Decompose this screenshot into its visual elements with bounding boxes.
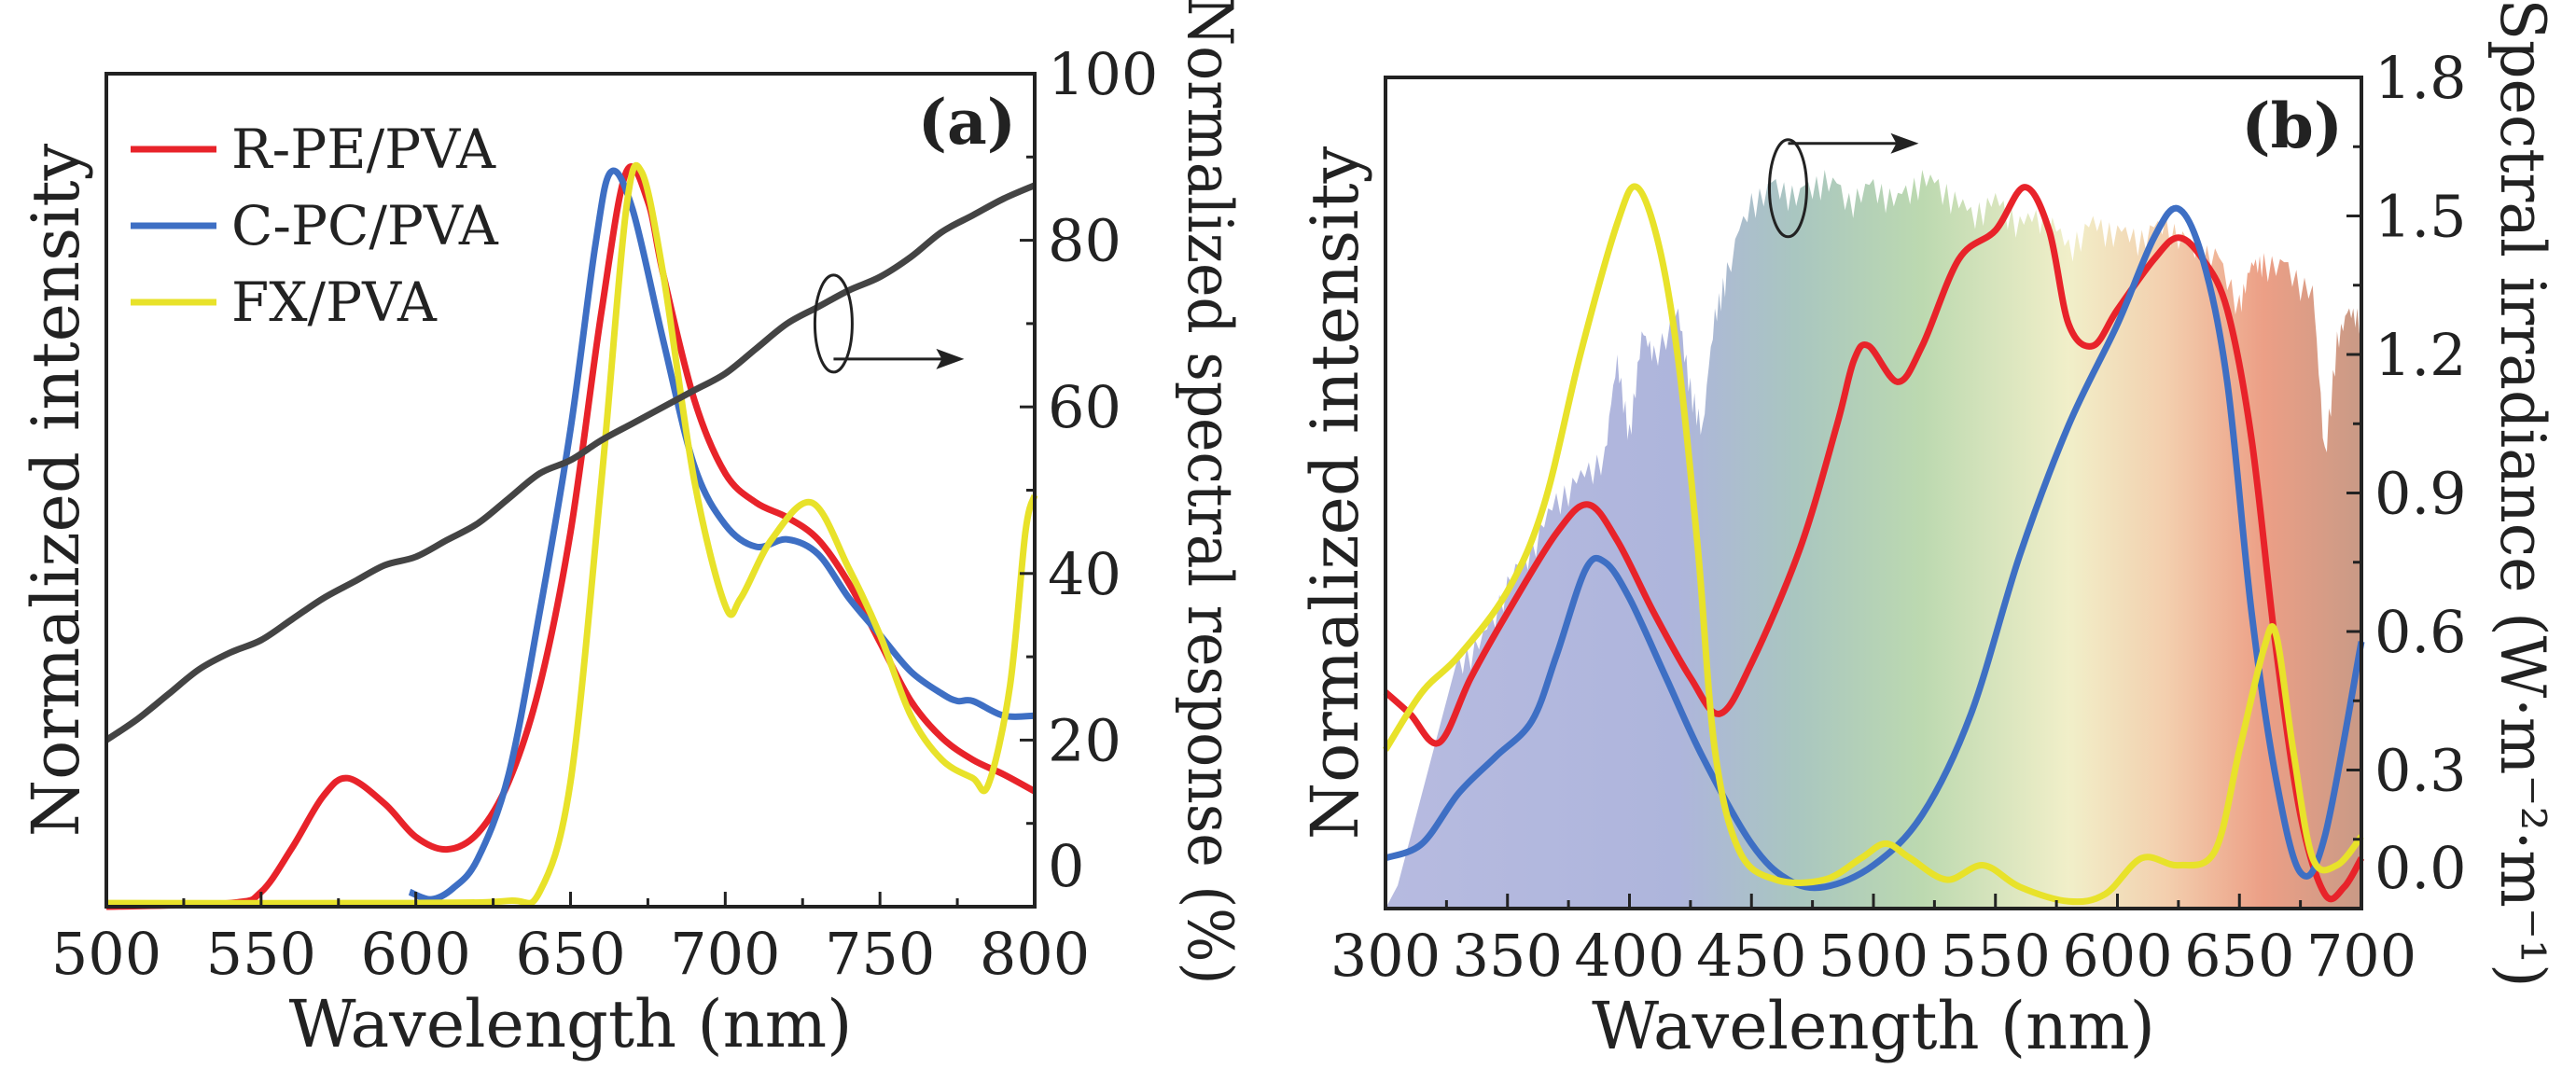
x-tick-label: 700 [2306,922,2416,990]
panel-b: 300 350 400 450 500 550 600 650 700 0.0 0.3 0.6 0.9 1… [1297,0,2558,1064]
arrowhead-icon [936,348,965,369]
legend-item: C-PC/PVA [131,194,499,257]
panel-label: (a) [918,86,1016,159]
series-line-c-pc-pva [408,167,1036,903]
x-tick-label: 350 [1453,922,1563,990]
x-tick-label: 700 [670,920,780,988]
y2-tick-label: 20 [1048,706,1121,774]
y2-tick-label: 0.6 [2374,598,2467,666]
x-tick-label: 600 [2062,922,2172,990]
x-axis-title: Wavelength (nm) [289,986,853,1062]
y2-tick-label: 1.2 [2374,321,2467,389]
x-tick-label: 400 [1574,922,1684,990]
y2-tick-label: 80 [1048,207,1121,275]
panel-label: (b) [2241,90,2343,162]
legend-label: C-PC/PVA [231,194,499,257]
y2-axis-title: Spectral irradiance (W·m⁻²·m⁻¹) [2486,0,2558,988]
x-tick-label: 600 [360,920,470,988]
x-tick-label: 650 [515,920,625,988]
legend-label: R-PE/PVA [231,118,496,181]
x-tick-label: 550 [206,920,316,988]
legend-item: FX/PVA [131,271,438,334]
right-axis-indicator-ellipse-icon [1767,138,1808,239]
x-tick-label: 750 [825,920,935,988]
panel-a: 500 550 600 650 700 750 800 0 20 40 60 80 100 Wavelen… [18,0,1246,1062]
right-axis-indicator-ellipse-icon [813,273,854,374]
x-tick-label: 650 [2184,922,2294,990]
x-tick-label: 800 [980,920,1090,988]
series-line-spectral-response [104,182,1037,743]
x-tick-label: 550 [1941,922,2051,990]
series-line-r-pe-pva [1383,184,2365,903]
y2-tick-label: 0.9 [2374,460,2467,528]
y-axis-title: Normalized intensity [18,143,94,837]
series-line-fx-pva [1383,183,2364,906]
y2-tick-label: 0.3 [2374,737,2467,805]
y2-tick-label: 0.0 [2374,834,2467,902]
y-axis-title: Normalized intensity [1297,146,1373,840]
legend-item: R-PE/PVA [131,118,496,181]
y2-tick-label: 0 [1048,832,1084,900]
series-line-fx-pva [105,161,1038,907]
x-tick-label: 500 [51,920,161,988]
x-axis-title: Wavelength (nm) [1592,988,2155,1064]
x-tick-label: 300 [1330,922,1441,990]
series-line-r-pe-pva [105,162,1037,910]
y2-tick-label: 60 [1048,373,1121,441]
y2-tick-label: 100 [1048,40,1158,108]
y2-axis-title: Normalized spectral response (%) [1174,0,1246,985]
series-line-c-pc-pva [1384,204,2365,892]
arrowhead-icon [1890,132,1919,154]
y2-tick-label: 1.8 [2374,44,2467,112]
y2-tick-label: 40 [1048,540,1121,608]
y2-tick-label: 1.5 [2374,183,2467,251]
x-tick-label: 500 [1818,922,1929,990]
legend-label: FX/PVA [231,271,438,334]
x-tick-label: 450 [1696,922,1806,990]
solar-irradiance-area [1385,170,2361,909]
